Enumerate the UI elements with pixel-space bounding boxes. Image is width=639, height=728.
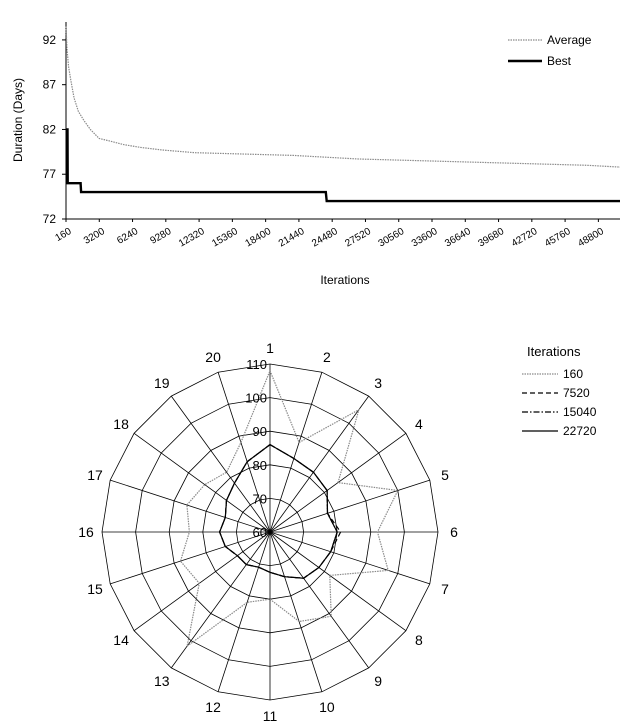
radar-spoke <box>269 432 407 533</box>
radar-axis-label: 6 <box>450 524 458 540</box>
x-tick-label: 39680 <box>476 226 506 250</box>
radar-legend-label: 22720 <box>563 424 597 438</box>
radar-series-160 <box>179 369 399 648</box>
radar-axis-label: 11 <box>263 708 278 724</box>
radar-spoke <box>133 432 271 533</box>
radar-axis-label: 16 <box>78 524 94 540</box>
radar-r-tick-label: 110 <box>246 357 267 372</box>
x-tick-label: 36640 <box>443 226 473 250</box>
radar-spoke <box>170 395 271 533</box>
x-tick-label: 160 <box>54 226 74 244</box>
radar-r-tick-labels: 60 70 80 90 100 110 <box>245 357 267 540</box>
line-chart-series <box>65 26 621 203</box>
radar-axis-label: 14 <box>113 632 129 648</box>
x-tick-label: 33600 <box>410 226 440 250</box>
radar-r-tick-label: 70 <box>253 491 267 506</box>
radar-axis-label: 8 <box>415 632 423 648</box>
radar-spoke <box>133 531 271 632</box>
radar-r-tick-label: 60 <box>253 525 267 540</box>
radar-legend: Iterations 160 7520 15040 22720 <box>522 344 597 438</box>
radar-axis-label: 18 <box>113 416 129 432</box>
x-tick-label: 12320 <box>177 226 207 250</box>
series-line-average <box>65 26 621 168</box>
radar-spoke <box>110 479 271 533</box>
radar-spoke <box>269 531 370 669</box>
radar-axis-label: 15 <box>87 581 103 597</box>
x-tick-label: 48800 <box>576 226 606 250</box>
radar-spoke <box>269 531 323 692</box>
x-tick-label: 42720 <box>510 226 540 250</box>
radar-series-22720 <box>218 443 338 579</box>
line-chart-y-ticks: 72 77 82 87 92 <box>43 33 66 226</box>
radar-legend-label: 160 <box>563 367 583 381</box>
line-chart-y-axis-label: Duration (Days) <box>11 78 25 162</box>
radar-r-tick-label: 80 <box>253 458 267 473</box>
radar-axis-label: 5 <box>441 467 449 483</box>
legend-label: Best <box>547 54 572 68</box>
y-tick-label: 82 <box>43 122 57 136</box>
radar-axis-label: 7 <box>441 581 449 597</box>
radar-axis-label: 12 <box>205 699 221 715</box>
x-tick-label: 27520 <box>343 226 373 250</box>
radar-axis-label: 13 <box>154 673 170 689</box>
y-tick-label: 87 <box>43 78 57 92</box>
radar-legend-label: 7520 <box>563 386 590 400</box>
radar-series-7520 <box>218 443 342 579</box>
radar-axis-label: 19 <box>154 375 170 391</box>
radar-axis-label: 3 <box>374 375 382 391</box>
radar-axis-label: 2 <box>323 349 331 365</box>
x-tick-label: 21440 <box>277 226 307 250</box>
y-tick-label: 77 <box>43 167 57 181</box>
line-chart-legend: Average Best <box>508 33 592 68</box>
radar-axis-label: 17 <box>87 467 103 483</box>
radar-legend-title: Iterations <box>527 344 581 359</box>
line-chart-x-ticks: 160 3200 6240 9280 12320 15360 18400 21440 24480… <box>54 219 606 250</box>
x-tick-label: 6240 <box>115 226 140 247</box>
radar-axis-label: 1 <box>266 340 274 356</box>
radar-spoke <box>269 531 407 632</box>
series-line-best <box>66 128 620 203</box>
x-tick-label: 15360 <box>210 226 240 250</box>
radar-axis-label: 9 <box>374 673 382 689</box>
line-chart-axes <box>65 22 620 220</box>
radar-grid <box>101 363 439 701</box>
legend-label: Average <box>547 33 592 47</box>
x-tick-label: 9280 <box>149 226 174 247</box>
radar-spoke <box>269 372 323 533</box>
radar-spoke <box>269 395 370 533</box>
radar-spoke <box>170 531 271 669</box>
x-tick-label: 24480 <box>310 226 340 250</box>
x-tick-label: 3200 <box>82 226 107 247</box>
radar-spoke <box>110 531 271 585</box>
radar-spoke <box>269 531 430 585</box>
line-chart: 72 77 82 87 92 160 3200 6240 9280 12320 15360 1840… <box>11 22 621 287</box>
radar-spoke <box>217 372 271 533</box>
x-tick-label: 45760 <box>543 226 573 250</box>
x-tick-label: 18400 <box>244 226 274 250</box>
radar-axis-label: 4 <box>415 416 423 432</box>
radar-r-tick-label: 90 <box>253 424 267 439</box>
radar-axis-label: 20 <box>205 349 221 365</box>
y-tick-label: 72 <box>43 212 57 226</box>
radar-spoke <box>217 531 271 692</box>
x-tick-label: 30560 <box>377 226 407 250</box>
line-chart-x-axis-label: Iterations <box>320 273 369 287</box>
radar-series <box>179 369 399 648</box>
radar-axis-label: 10 <box>319 699 335 715</box>
radar-r-tick-label: 100 <box>245 391 267 406</box>
radar-spoke <box>269 479 430 533</box>
radar-legend-label: 15040 <box>563 405 597 419</box>
y-tick-label: 92 <box>43 33 57 47</box>
